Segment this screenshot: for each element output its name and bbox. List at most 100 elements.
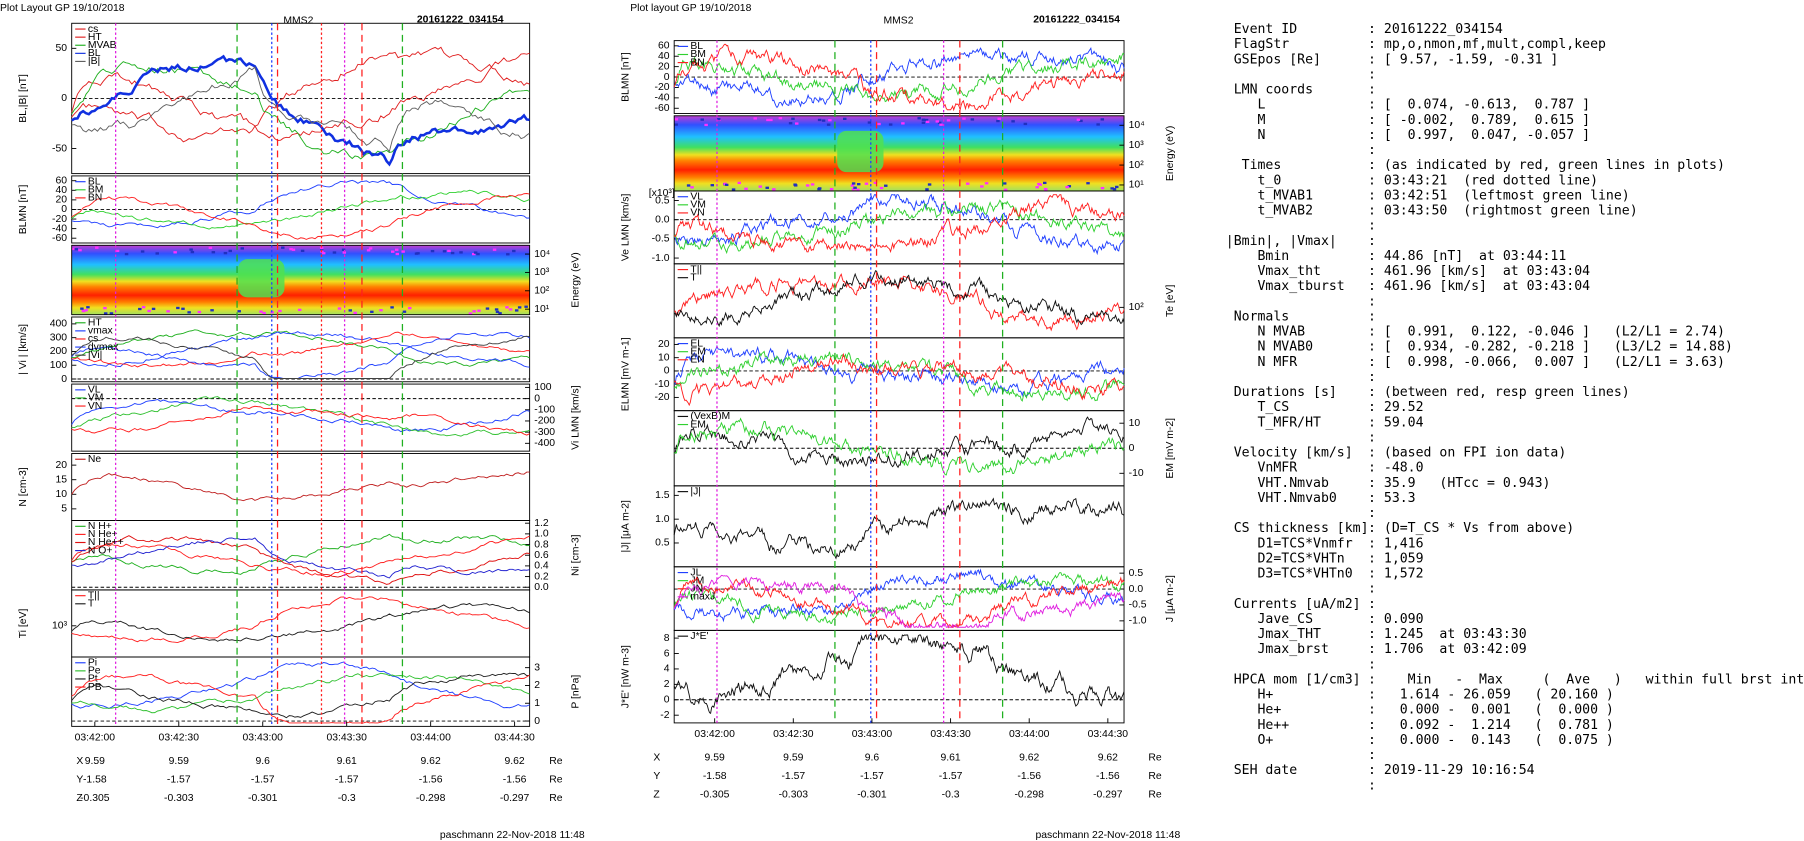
info-value: : xyxy=(1368,748,1376,763)
spectrogram-speckle xyxy=(970,118,975,121)
trace xyxy=(673,350,1125,402)
trace xyxy=(71,673,530,724)
spectrogram-speckle xyxy=(514,309,519,312)
y-tick-label: 0.5 xyxy=(1129,568,1144,579)
spectrogram-speckle xyxy=(228,249,232,253)
spectrogram-speckle xyxy=(353,311,357,315)
spectrogram-speckle xyxy=(86,306,90,309)
spectrogram-speckle xyxy=(850,184,855,187)
ephemeris-cell: -0.3 xyxy=(338,793,356,804)
info-label: t_0 xyxy=(1226,173,1282,188)
y-tick-label: -400 xyxy=(534,438,555,449)
x-tick-label: 03:42:30 xyxy=(773,729,814,740)
info-value: : (D=T_CS * Vs from above) xyxy=(1368,521,1574,536)
trace xyxy=(674,273,1125,332)
spectrogram-speckle xyxy=(710,184,715,187)
spectrogram-speckle xyxy=(758,185,763,188)
y-tick-label: 0.8 xyxy=(534,539,549,550)
info-value: : xyxy=(1368,430,1376,445)
legend-label: vmax xyxy=(88,326,114,337)
ephemeris-cell: 9.61 xyxy=(940,752,960,763)
info-value: : 1,059 xyxy=(1368,551,1424,566)
spectrogram-speckle xyxy=(873,181,878,185)
y-tick-label: 60 xyxy=(56,175,68,186)
ephemeris-cell: 9.6 xyxy=(256,756,271,767)
info-label: VnMFR xyxy=(1226,461,1297,476)
trace xyxy=(71,189,530,230)
info-value: : [ 0.998, -0.066, 0.007 ] (L2/L1 = 3.63… xyxy=(1368,355,1725,370)
event-id: 20161222_034154 xyxy=(417,15,504,26)
info-label: Event ID xyxy=(1226,22,1297,37)
panel: 10⁴ 10³ 10² 10¹ Energy (eV) xyxy=(71,244,582,316)
legend-label: Pe xyxy=(88,666,101,677)
spectrogram-speckle xyxy=(71,247,76,251)
trace xyxy=(71,331,530,368)
ephemeris-cell: -1.57 xyxy=(939,771,963,782)
spectrogram-speckle xyxy=(1100,118,1105,121)
legend-label: |Vi| xyxy=(88,350,102,361)
x-tick-label: 03:43:30 xyxy=(930,729,971,740)
info-label: Times xyxy=(1226,158,1282,173)
y-tick-label: 1.2 xyxy=(534,518,549,529)
spectrogram-speckle xyxy=(450,251,455,255)
info-label: Vmax_tht xyxy=(1226,264,1321,279)
spectrogram-speckle xyxy=(416,252,420,255)
spectrogram-speckle xyxy=(368,247,373,250)
spectrogram-speckle xyxy=(473,251,478,254)
trace xyxy=(71,54,530,167)
y-tick-label: 60 xyxy=(658,41,670,52)
spectrogram-speckle xyxy=(927,183,932,186)
spectrogram-speckle xyxy=(401,250,405,253)
spectrogram-speckle xyxy=(853,186,857,189)
spectrogram-speckle xyxy=(115,249,120,253)
y-tick-label: -20 xyxy=(655,82,670,93)
info-value: : 1,572 xyxy=(1368,567,1424,582)
trace xyxy=(673,634,1125,715)
info-value: : 0.000 - 0.001 ( 0.000 ) xyxy=(1368,703,1614,718)
spectrogram-speckle xyxy=(508,308,513,311)
legend-label: dvmax xyxy=(88,342,119,353)
panel: 10³ Ti [eV] T||T xyxy=(18,589,531,658)
legend-label: MVAB xyxy=(88,40,117,51)
spectrogram-speckle xyxy=(704,123,708,127)
y-tick-label: 20 xyxy=(56,195,68,206)
trace xyxy=(71,602,530,642)
ephemeris-cell: Re xyxy=(1148,752,1162,763)
ephemeris-cell: -0.305 xyxy=(80,793,110,804)
spectrogram-speckle xyxy=(197,310,202,314)
spectrogram-speckle xyxy=(289,247,293,251)
info-label: D3=TCS*VHTn0 xyxy=(1226,567,1353,582)
info-label: O+ xyxy=(1226,733,1274,748)
spectrogram-speckle xyxy=(1112,188,1117,191)
spectrogram xyxy=(674,115,1125,191)
ephemeris-cell: 9.59 xyxy=(85,756,105,767)
trace xyxy=(71,672,530,714)
y-axis-label: Te [eV] xyxy=(1165,285,1176,317)
spectrogram-speckle xyxy=(390,250,395,253)
legend-label: JL xyxy=(690,567,701,578)
spectrogram-blob xyxy=(837,130,884,173)
spectrogram-speckle xyxy=(151,307,156,311)
ephemeris-cell: -0.297 xyxy=(500,793,530,804)
y-tick-label: 0 xyxy=(664,366,670,377)
spectrogram-speckle xyxy=(138,307,142,311)
legend-label: BN xyxy=(88,193,102,204)
spectrogram-speckle xyxy=(980,185,984,188)
ephemeris-cell: -0.303 xyxy=(779,789,809,800)
spacecraft: MMS2 xyxy=(884,16,914,27)
footer: paschmann 22-Nov-2018 11:48 xyxy=(440,830,585,841)
spectrogram-speckle xyxy=(817,187,821,191)
y-tick-label: 2 xyxy=(534,680,540,691)
info-label: N MVAB xyxy=(1226,325,1305,340)
y-tick-label: 10² xyxy=(1129,160,1145,171)
y-tick-label: 10 xyxy=(658,352,670,363)
info-label: N MFR xyxy=(1226,355,1297,370)
trace xyxy=(673,194,1125,254)
spectrogram-speckle xyxy=(1086,182,1090,185)
info-label: LMN coords xyxy=(1226,83,1313,98)
spectrogram-speckle xyxy=(793,183,797,186)
spectrogram-speckle xyxy=(332,251,337,254)
spectrogram-speckle xyxy=(342,251,347,254)
spectrogram-speckle xyxy=(95,246,99,249)
